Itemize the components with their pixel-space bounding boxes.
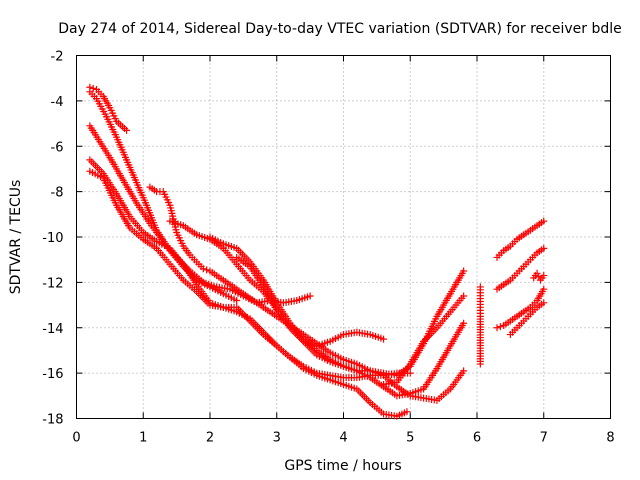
data-point-plus — [306, 292, 314, 300]
data-point-plus — [535, 273, 543, 281]
x-tick-label: 2 — [206, 431, 214, 446]
x-axis-label: GPS time / hours — [284, 458, 401, 474]
y-tick-label: -12 — [42, 276, 63, 291]
x-tick-label: 4 — [339, 431, 347, 446]
y-tick-label: -18 — [42, 413, 63, 428]
x-tick-label: 0 — [72, 431, 80, 446]
series-o — [530, 269, 548, 284]
series-n — [506, 299, 548, 339]
y-axis-label: SDTVAR / TECUs — [8, 180, 24, 295]
series-p — [476, 283, 484, 368]
data-point-plus — [123, 126, 131, 134]
x-tick-label: 5 — [406, 431, 414, 446]
data-point-plus — [460, 367, 468, 375]
data-point-plus — [380, 335, 388, 343]
data-point-plus — [406, 369, 414, 377]
data-point-plus — [540, 244, 548, 252]
series-e — [86, 167, 411, 420]
tick-layer: 0 1 2 3 4 5 6 7 8 -18 -16 -14 -12 -10 -8 -6 -4 -2 — [42, 50, 614, 446]
x-tick-label: 7 — [540, 431, 548, 446]
y-tick-label: -2 — [51, 50, 64, 65]
data-point-plus — [540, 285, 548, 293]
y-tick-label: -10 — [42, 231, 63, 246]
data-point-plus — [496, 323, 504, 331]
data-point-plus — [89, 84, 97, 92]
plot-frame — [76, 55, 611, 419]
x-tick-label: 1 — [139, 431, 147, 446]
series-i — [233, 253, 468, 404]
data-point-plus — [476, 360, 484, 368]
data-point-plus — [540, 272, 548, 280]
data-point-plus — [493, 324, 501, 332]
x-tick-label: 8 — [606, 431, 614, 446]
series-k — [493, 217, 548, 261]
x-tick-label: 6 — [473, 431, 481, 446]
y-tick-label: -16 — [42, 367, 63, 382]
data-points-layer — [86, 83, 548, 420]
series-j — [380, 292, 468, 388]
x-tick-label: 3 — [273, 431, 281, 446]
series-b — [86, 88, 241, 305]
series-m — [493, 285, 548, 332]
data-point-plus — [533, 269, 541, 277]
y-tick-label: -6 — [51, 140, 64, 155]
y-tick-label: -4 — [51, 95, 64, 110]
data-point-plus — [540, 217, 548, 225]
y-tick-label: -8 — [51, 186, 64, 201]
series-l — [493, 244, 548, 293]
data-point-plus — [540, 299, 548, 307]
data-point-plus — [460, 292, 468, 300]
data-point-plus — [460, 319, 468, 327]
data-point-plus — [403, 408, 411, 416]
data-point-plus — [460, 267, 468, 275]
chart-title: Day 274 of 2014, Sidereal Day-to-day VTE… — [58, 21, 622, 37]
data-point-plus — [199, 265, 207, 273]
data-point-plus — [233, 297, 241, 305]
series-a — [86, 83, 131, 134]
y-tick-label: -14 — [42, 322, 63, 337]
data-point-plus — [203, 266, 211, 274]
